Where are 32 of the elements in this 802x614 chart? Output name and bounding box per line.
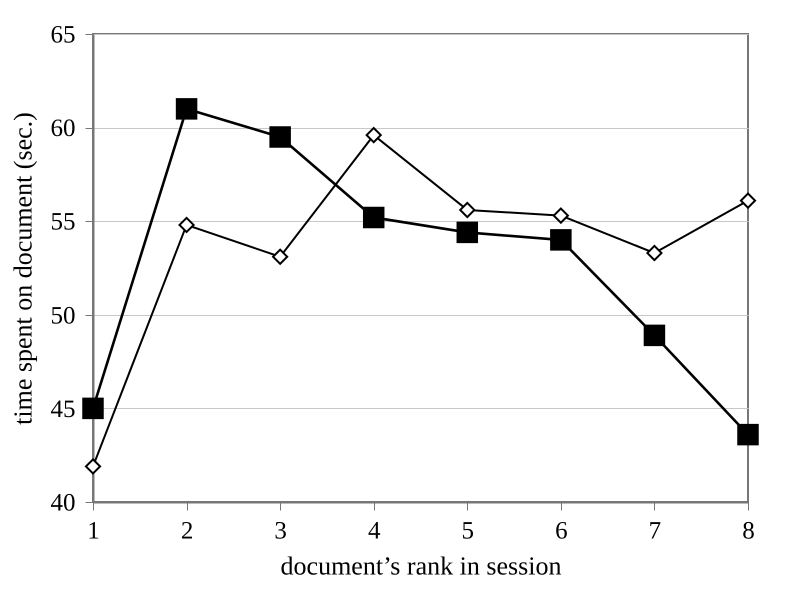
point <box>459 202 476 218</box>
point <box>644 324 666 346</box>
point <box>552 208 569 224</box>
point <box>366 127 382 144</box>
x-tick-label: 4 <box>368 518 381 544</box>
point <box>84 458 102 475</box>
point <box>740 192 756 209</box>
x-tick-label: 6 <box>555 518 568 544</box>
y-tick-label: 45 <box>50 396 76 423</box>
point <box>646 244 662 262</box>
y-tick-label: 40 <box>50 490 76 516</box>
point <box>362 206 384 228</box>
point <box>82 398 104 420</box>
y-tick-label: 50 <box>50 302 76 330</box>
x-tick-label: 8 <box>742 518 755 544</box>
point <box>550 229 572 251</box>
y-tick-label: 55 <box>50 208 76 236</box>
point <box>178 216 195 234</box>
x-tick-label: 2 <box>180 518 194 544</box>
point <box>456 222 478 244</box>
y-tick-label: 65 <box>50 22 76 48</box>
x-tick-label: 1 <box>87 518 100 544</box>
x-axis-title: document’s rank in session <box>280 552 562 580</box>
point <box>176 98 198 120</box>
point <box>269 126 291 148</box>
x-tick-label: 5 <box>462 518 474 544</box>
point <box>737 424 759 446</box>
point <box>272 248 288 265</box>
y-tick-label: 60 <box>50 115 76 142</box>
x-tick-label: 3 <box>274 518 287 544</box>
x-tick-label: 7 <box>648 518 662 544</box>
y-axis-title: time spent on document (sec.) <box>8 112 38 425</box>
